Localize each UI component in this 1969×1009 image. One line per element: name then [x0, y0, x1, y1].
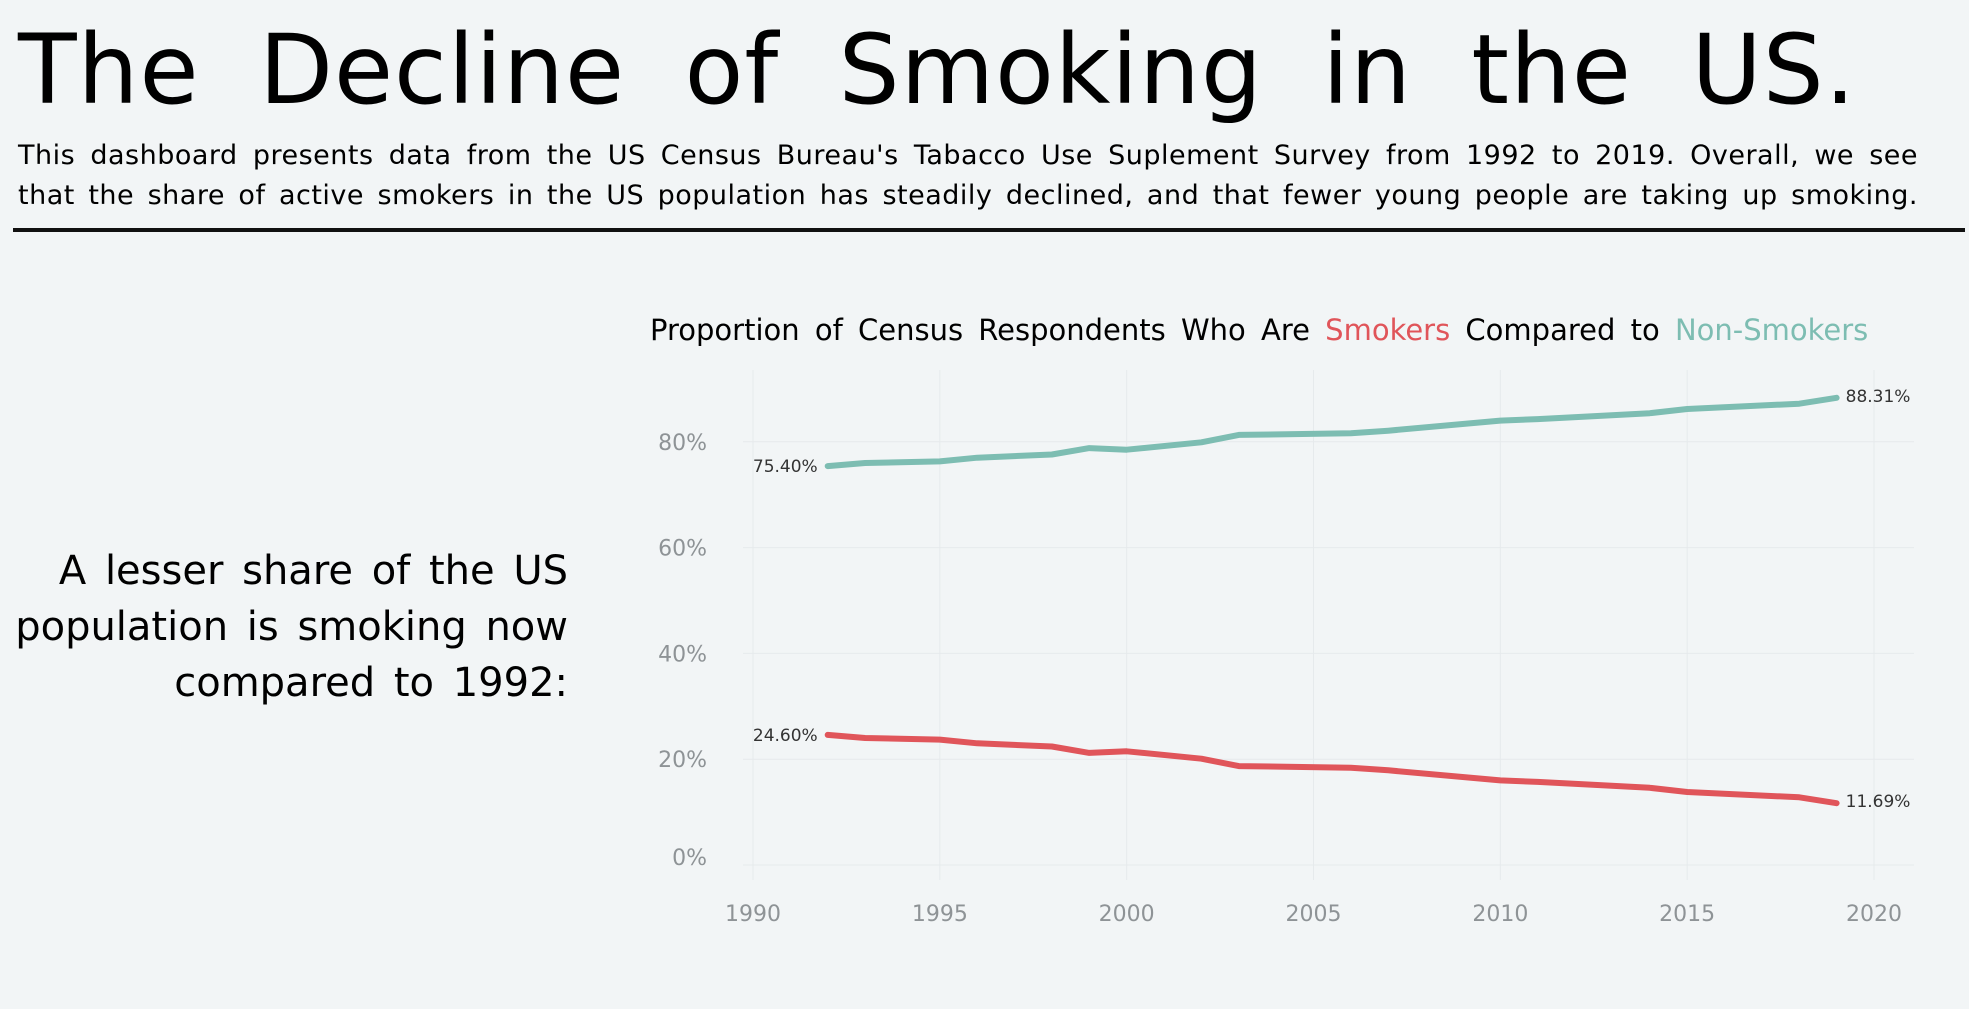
intro-line-2: that the share of active smokers in the … — [18, 180, 1918, 211]
x-tick-label: 2010 — [1472, 902, 1528, 927]
start-data-label: 75.40% — [753, 457, 818, 477]
x-tick-label: 2020 — [1846, 902, 1902, 927]
x-tick-label: 2015 — [1659, 902, 1715, 927]
chart-title: Proportion of Census Respondents Who Are… — [650, 313, 1868, 347]
y-tick-label: 0% — [672, 846, 707, 871]
chart-title-non-smokers: Non-Smokers — [1674, 313, 1869, 347]
summary-line-1: A lesser share of the US — [58, 548, 568, 594]
series-line-non-smokers — [824, 394, 1840, 470]
x-tick-label: 1995 — [912, 902, 968, 927]
chart-title-smokers: Smokers — [1325, 313, 1451, 347]
summary-line-2: population is smoking now — [15, 604, 568, 650]
page-title: The Decline of Smoking in the US. — [18, 14, 1857, 126]
y-tick-label: 60% — [658, 537, 707, 562]
chart-title-part-2: Compared to — [1450, 313, 1675, 347]
end-data-label: 11.69% — [1846, 792, 1911, 812]
intro-text: This dashboard presents data from the US… — [18, 136, 1918, 216]
header-divider — [13, 228, 1965, 232]
start-data-label: 24.60% — [753, 726, 818, 746]
series-line-smokers — [824, 731, 1840, 807]
y-tick-label: 80% — [658, 431, 707, 456]
summary-line-3: compared to 1992: — [174, 660, 568, 706]
summary-text: A lesser share of the US population is s… — [8, 543, 568, 711]
x-tick-label: 2000 — [1099, 902, 1155, 927]
y-tick-label: 40% — [658, 642, 707, 667]
end-data-label: 88.31% — [1846, 387, 1911, 407]
x-tick-label: 2005 — [1286, 902, 1342, 927]
y-tick-label: 20% — [658, 748, 707, 773]
intro-line-1: This dashboard presents data from the US… — [18, 140, 1918, 171]
chart-title-part-1: Proportion of Census Respondents Who Are — [650, 313, 1326, 347]
x-tick-label: 1990 — [725, 902, 781, 927]
